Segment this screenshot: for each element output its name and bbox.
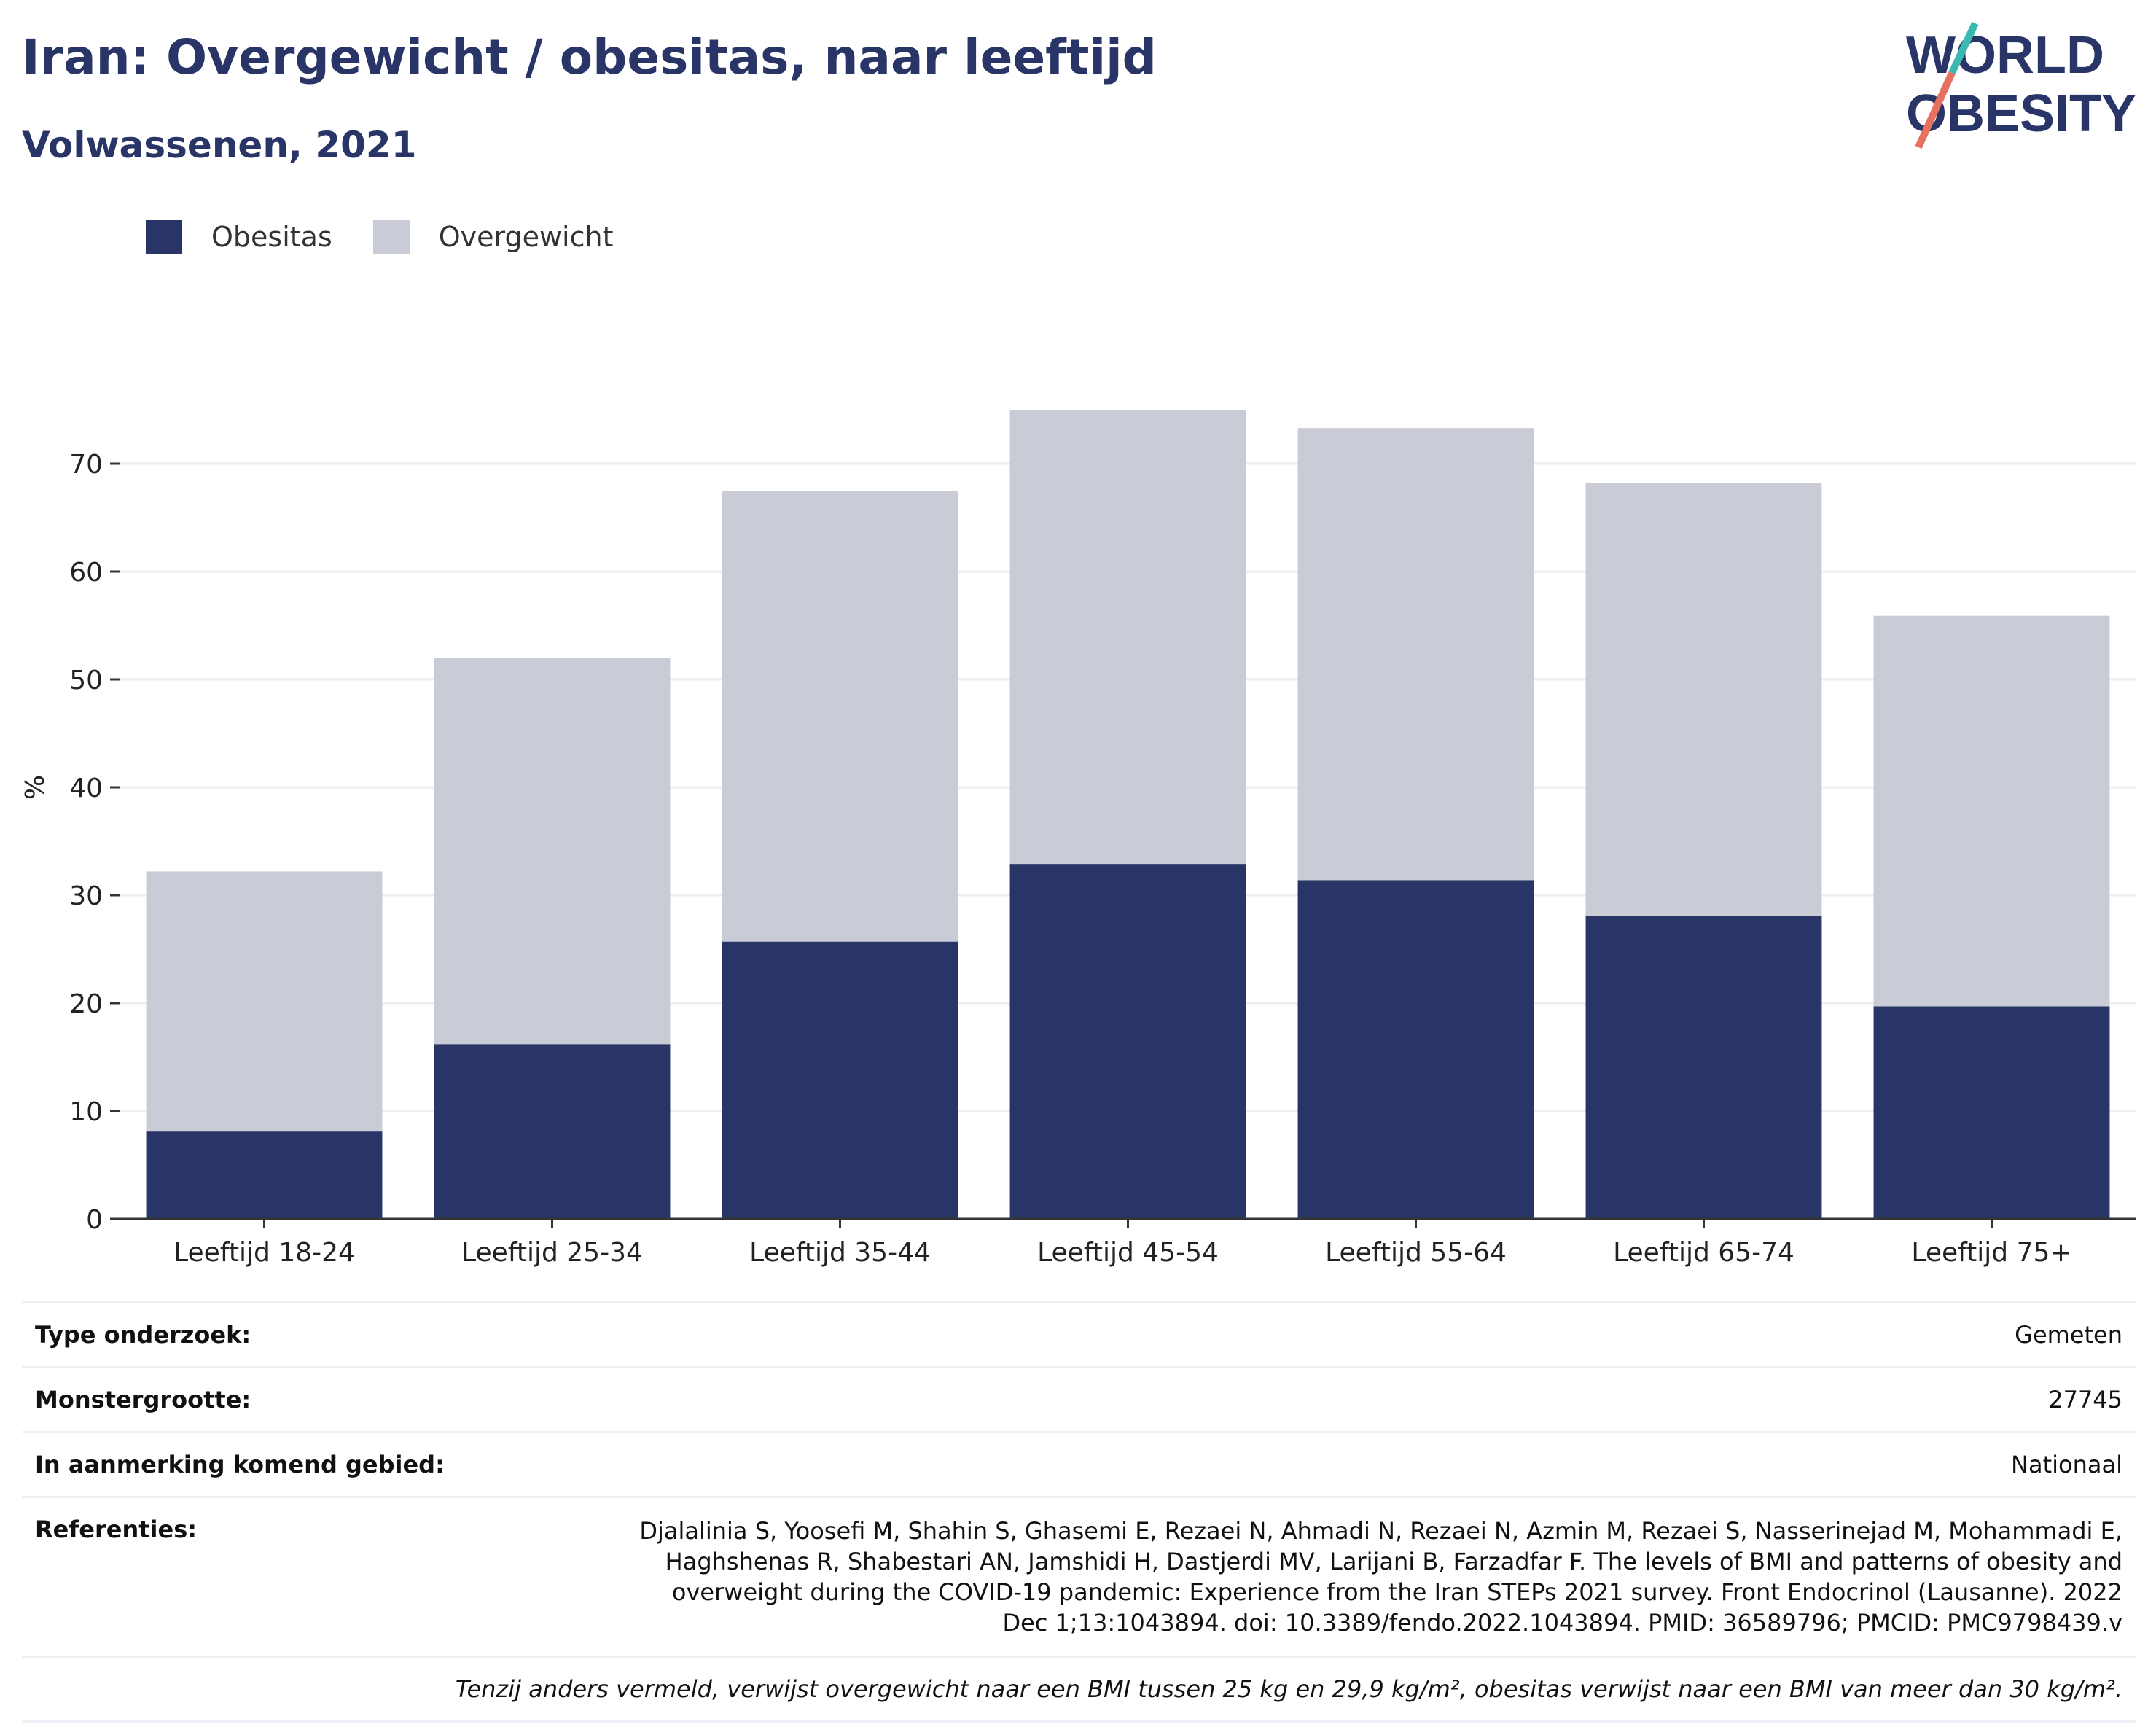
legend-swatch-obesity <box>146 220 182 254</box>
info-value: Gemeten <box>2015 1321 2122 1349</box>
bar-obesity-4 <box>1009 864 1246 1219</box>
y-tick-label: 50 <box>69 666 103 695</box>
bar-obesity-1 <box>146 1131 383 1219</box>
info-label: Type onderzoek: <box>35 1321 251 1349</box>
x-tick-label: Leeftijd 65-74 <box>1613 1238 1794 1268</box>
y-tick-label: 60 <box>69 558 103 588</box>
info-row-sample-size: Monstergrootte: 27745 <box>22 1366 2136 1431</box>
bar-chart: 0 10 20 30 40 50 60 70 Leeftijd 18-24 Leeftijd 2… <box>20 410 2136 1268</box>
legend-item-overweight[interactable]: Overgewicht <box>372 220 614 254</box>
bar-overweight-7 <box>1873 615 2110 1007</box>
info-label: Referenties: <box>35 1516 198 1543</box>
y-tick-label: 10 <box>69 1097 103 1127</box>
info-row-references: Referenties: Djalalinia S, Yoosefi M, Sh… <box>22 1496 2136 1656</box>
bar-overweight-6 <box>1585 483 1822 916</box>
x-tick-label: Leeftijd 18-24 <box>173 1238 355 1268</box>
bar-obesity-3 <box>722 941 958 1219</box>
y-tick-label: 0 <box>86 1205 103 1235</box>
legend-label-obesity: Obesitas <box>211 221 332 253</box>
bar-overweight-3 <box>722 491 958 942</box>
info-row-survey-type: Type onderzoek: Gemeten <box>22 1301 2136 1366</box>
x-tick-label: Leeftijd 35-44 <box>749 1238 931 1268</box>
y-axis-ticks: 0 10 20 30 40 50 60 70 <box>69 450 120 1235</box>
info-row-area: In aanmerking komend gebied: Nationaal <box>22 1431 2136 1496</box>
logo-slash-teal <box>1948 22 1979 75</box>
y-tick-label: 70 <box>69 450 103 480</box>
legend-label-overweight: Overgewicht <box>438 221 614 253</box>
references-text: Djalalinia S, Yoosefi M, Shahin S, Ghase… <box>639 1517 2122 1637</box>
legend-swatch-overweight <box>372 220 410 254</box>
bar-overweight-5 <box>1297 428 1534 881</box>
info-label: In aanmerking komend gebied: <box>35 1451 445 1478</box>
logo-word-1: WORLD <box>1906 26 2104 85</box>
bar-obesity-2 <box>434 1044 671 1219</box>
bar-obesity-5 <box>1297 880 1534 1219</box>
x-tick-label: Leeftijd 45-54 <box>1037 1238 1219 1268</box>
world-obesity-logo: WORLD OBESITY <box>1906 22 2136 149</box>
bar-obesity-6 <box>1585 916 1822 1219</box>
chart-title: Iran: Overgewicht / obesitas, naar leeft… <box>22 29 1157 85</box>
x-axis-ticks: Leeftijd 18-24 Leeftijd 25-34 Leeftijd 35-… <box>173 1219 2072 1268</box>
x-tick-label: Leeftijd 75+ <box>1911 1238 2071 1268</box>
y-tick-label: 40 <box>69 773 103 803</box>
chart-legend: Obesitas Overgewicht <box>146 219 655 255</box>
chart-subtitle: Volwassenen, 2021 <box>22 124 417 166</box>
bar-overweight-2 <box>434 658 671 1045</box>
legend-item-obesity[interactable]: Obesitas <box>146 220 332 254</box>
footnote: Tenzij anders vermeld, verwijst overgewi… <box>22 1656 2136 1723</box>
logo-slash-coral <box>1915 71 1956 149</box>
bar-overweight-1 <box>146 871 383 1132</box>
x-tick-label: Leeftijd 55-64 <box>1325 1238 1507 1268</box>
y-tick-label: 30 <box>69 881 103 911</box>
chart-bars <box>146 410 2110 1219</box>
info-value: Nationaal <box>2011 1451 2122 1478</box>
y-axis-label: % <box>20 775 50 800</box>
info-label: Monstergrootte: <box>35 1386 251 1414</box>
y-tick-label: 20 <box>69 989 103 1019</box>
bar-obesity-7 <box>1873 1006 2110 1219</box>
x-tick-label: Leeftijd 25-34 <box>461 1238 643 1268</box>
info-value: 27745 <box>2048 1386 2122 1414</box>
info-table: Type onderzoek: Gemeten Monstergrootte: … <box>22 1301 2136 1723</box>
bar-overweight-4 <box>1009 410 1246 865</box>
